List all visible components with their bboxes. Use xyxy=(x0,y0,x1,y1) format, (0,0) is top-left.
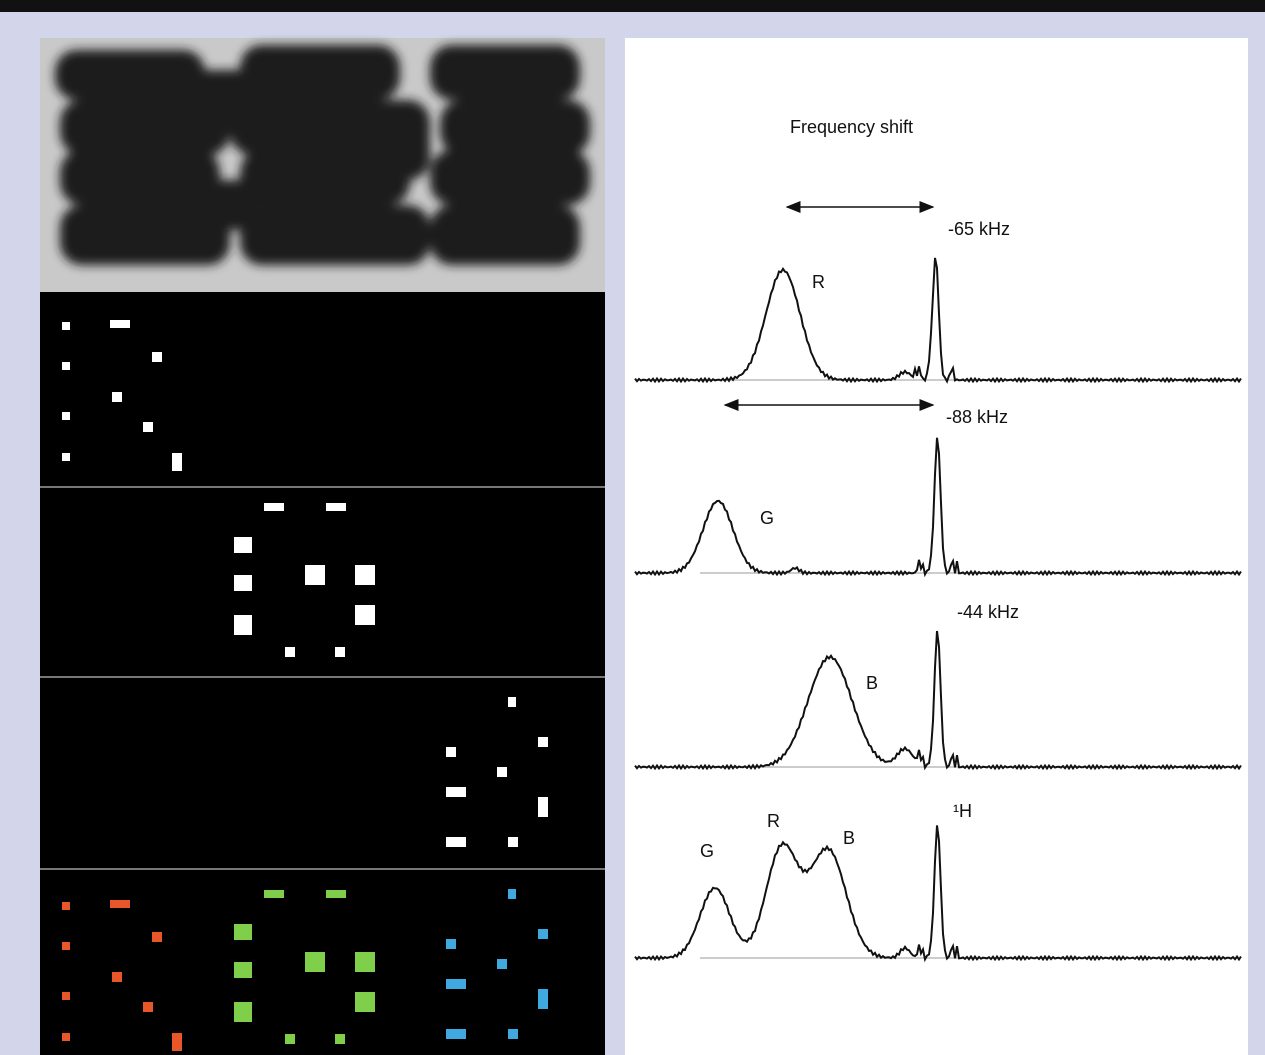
square xyxy=(285,1034,295,1044)
square xyxy=(508,1029,518,1039)
square xyxy=(538,989,548,1009)
square xyxy=(538,797,548,817)
square xyxy=(326,890,346,898)
square xyxy=(335,647,345,657)
peak-label: B xyxy=(843,828,855,848)
peak-label: G xyxy=(700,841,714,861)
blob xyxy=(430,45,580,100)
nucleus-label: ¹H xyxy=(953,801,972,821)
peak-label: R xyxy=(767,811,780,831)
square xyxy=(234,962,252,978)
figure: Frequency shift -65 kHz R -88 kHz G -44 … xyxy=(0,0,1265,1055)
square xyxy=(62,1033,70,1041)
square xyxy=(234,1002,252,1022)
shift-label: -88 kHz xyxy=(946,407,1008,427)
square xyxy=(152,932,162,942)
square xyxy=(355,992,375,1012)
square xyxy=(234,575,252,591)
shift-label: -44 kHz xyxy=(957,602,1019,622)
square xyxy=(152,352,162,362)
square xyxy=(172,1033,182,1051)
shift-label: -65 kHz xyxy=(948,219,1010,239)
figure-title: Frequency shift xyxy=(790,117,913,137)
square xyxy=(355,952,375,972)
square xyxy=(172,453,182,471)
square xyxy=(538,737,548,747)
square xyxy=(508,697,516,707)
square xyxy=(143,422,153,432)
square xyxy=(497,959,507,969)
blob xyxy=(300,120,430,180)
square xyxy=(264,890,284,898)
square xyxy=(62,322,70,330)
square xyxy=(62,902,70,910)
square xyxy=(62,362,70,370)
square xyxy=(335,1034,345,1044)
peak-label: B xyxy=(866,673,878,693)
square xyxy=(112,392,122,402)
blob xyxy=(440,100,590,155)
square xyxy=(234,537,252,553)
square xyxy=(446,979,466,989)
square xyxy=(355,605,375,625)
square xyxy=(446,787,466,797)
blob xyxy=(240,45,400,100)
blob xyxy=(150,70,260,130)
square xyxy=(326,503,346,511)
square xyxy=(62,453,70,461)
square xyxy=(497,767,507,777)
square xyxy=(285,647,295,657)
blob xyxy=(430,205,580,265)
square xyxy=(110,320,130,328)
square xyxy=(355,565,375,585)
square xyxy=(446,837,466,847)
square xyxy=(305,952,325,972)
blob xyxy=(430,150,590,205)
peak-label: G xyxy=(760,508,774,528)
square xyxy=(305,565,325,585)
spectra-panel xyxy=(625,38,1248,1055)
square xyxy=(264,503,284,511)
photo-blobs xyxy=(55,45,590,265)
square xyxy=(538,929,548,939)
square xyxy=(143,1002,153,1012)
square xyxy=(112,972,122,982)
square xyxy=(234,615,252,635)
top-bar xyxy=(0,0,1265,12)
square xyxy=(446,939,456,949)
peak-label: R xyxy=(812,272,825,292)
page: Frequency shift -65 kHz R -88 kHz G -44 … xyxy=(0,0,1265,1055)
square xyxy=(62,992,70,1000)
blob xyxy=(240,205,430,265)
square xyxy=(508,889,516,899)
square xyxy=(110,900,130,908)
square xyxy=(62,412,70,420)
square xyxy=(62,942,70,950)
square xyxy=(446,1029,466,1039)
square xyxy=(234,924,252,940)
square xyxy=(446,747,456,757)
blob xyxy=(150,180,260,230)
square xyxy=(508,837,518,847)
